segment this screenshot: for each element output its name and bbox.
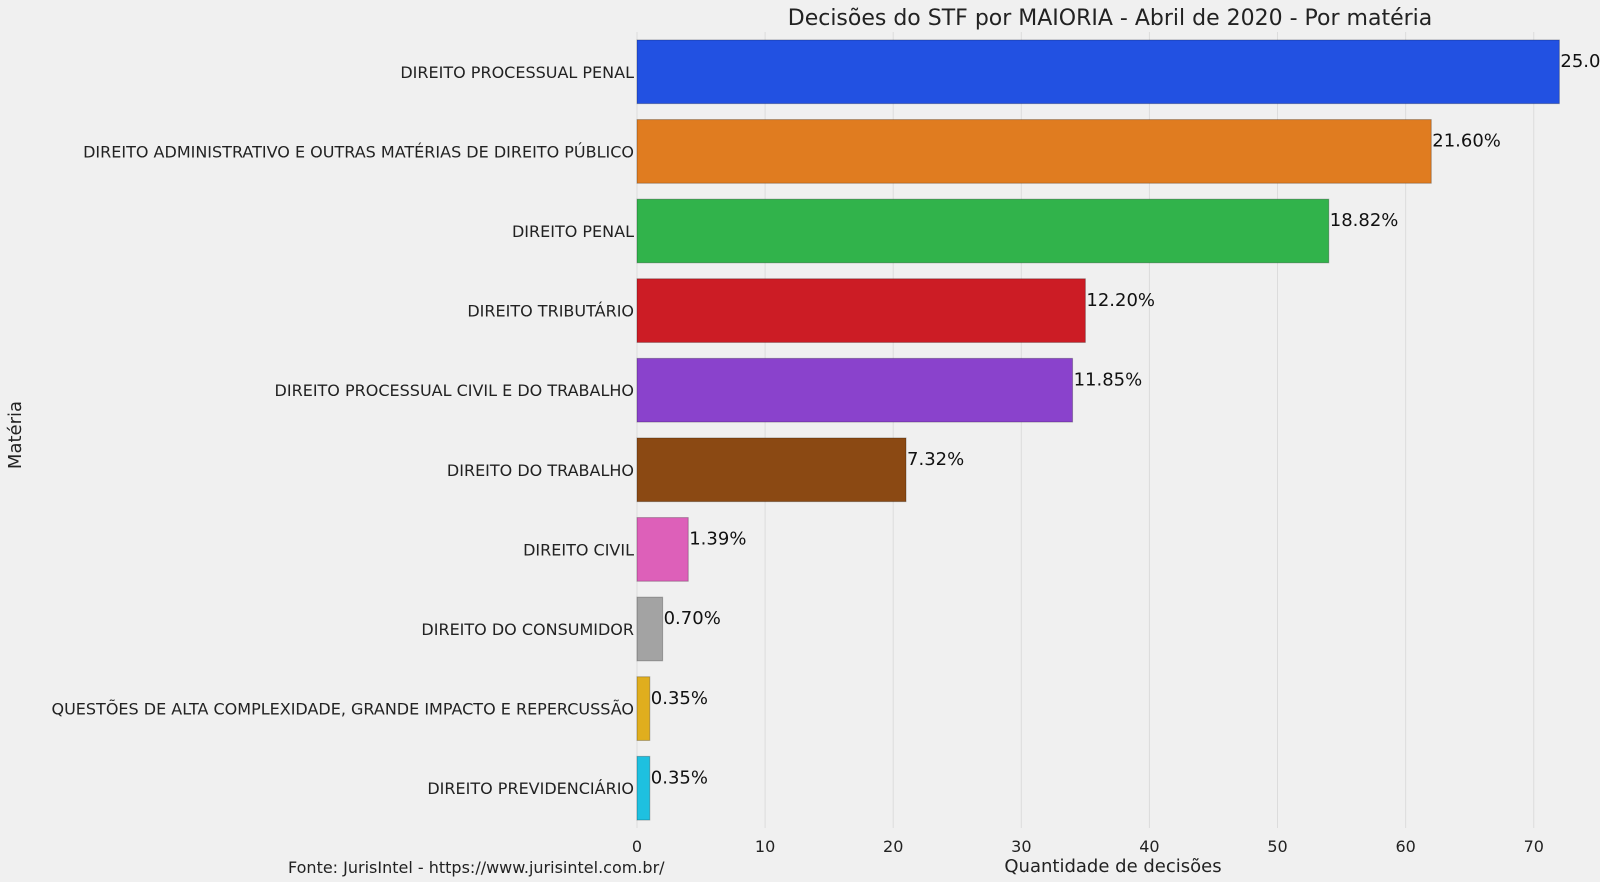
x-axis-title: Quantidade de decisões [1004, 856, 1221, 877]
data-label: 25.09% [1560, 51, 1600, 72]
category-label: DIREITO PROCESSUAL CIVIL E DO TRABALHO [275, 381, 634, 400]
x-tick-labels: 0 10 20 30 40 50 60 70 [632, 837, 1544, 856]
bar [636, 278, 1086, 343]
category-labels: DIREITO PROCESSUAL PENAL DIREITO ADMINIST… [51, 63, 634, 798]
category-label: QUESTÕES DE ALTA COMPLEXIDADE, GRANDE IM… [51, 700, 634, 719]
bar [636, 676, 651, 741]
x-tick-label: 0 [632, 837, 642, 856]
data-label: 18.82% [1330, 210, 1399, 231]
category-label: DIREITO ADMINISTRATIVO E OUTRAS MATÉRIAS… [83, 142, 634, 161]
bar [636, 596, 664, 662]
x-tick-label: 50 [1267, 837, 1287, 856]
bar [636, 39, 1560, 105]
category-label: DIREITO TRIBUTÁRIO [467, 302, 634, 321]
category-label: DIREITO PREVIDENCIÁRIO [427, 779, 634, 798]
category-label: DIREITO PENAL [512, 222, 634, 241]
source-caption: Fonte: JurisIntel - https://www.jurisint… [288, 858, 665, 877]
bar [636, 517, 689, 582]
bar [636, 119, 1432, 184]
bar [636, 198, 1330, 264]
x-tick-label: 60 [1395, 837, 1415, 856]
data-label: 7.32% [907, 449, 964, 470]
data-label: 1.39% [689, 529, 746, 550]
chart-title: Decisões do STF por MAIORIA - Abril de 2… [788, 6, 1433, 31]
data-label: 0.35% [651, 767, 708, 788]
bars [636, 39, 1560, 821]
category-label: DIREITO PROCESSUAL PENAL [400, 63, 634, 82]
x-tick-label: 10 [755, 837, 775, 856]
category-label: DIREITO DO TRABALHO [447, 461, 634, 480]
value-labels: 25.09% 21.60% 18.82% 12.20% 11.85% 7.32% 1.39%… [651, 51, 1600, 788]
y-axis-title: Matéria [5, 401, 26, 469]
x-tick-label: 70 [1524, 837, 1544, 856]
bar [636, 755, 651, 821]
bar [636, 437, 907, 503]
x-tick-label: 40 [1139, 837, 1159, 856]
data-label: 12.20% [1086, 290, 1155, 311]
x-tick-label: 20 [883, 837, 903, 856]
category-label: DIREITO DO CONSUMIDOR [421, 620, 634, 639]
data-label: 0.35% [651, 688, 708, 709]
bar [636, 357, 1074, 423]
data-label: 21.60% [1432, 131, 1501, 152]
category-label: DIREITO CIVIL [523, 540, 634, 559]
data-label: 0.70% [664, 608, 721, 629]
data-label: 11.85% [1074, 369, 1143, 390]
x-tick-label: 30 [1011, 837, 1031, 856]
